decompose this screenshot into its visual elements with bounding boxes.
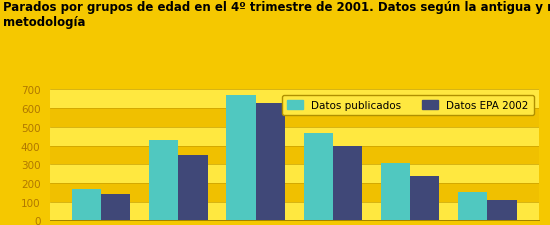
Bar bbox=[50, 109, 539, 127]
Bar bbox=[50, 127, 539, 146]
Bar bbox=[101, 194, 130, 220]
Bar bbox=[458, 193, 487, 220]
Bar bbox=[256, 103, 285, 220]
Bar bbox=[50, 202, 539, 220]
Bar bbox=[50, 183, 539, 202]
Bar bbox=[304, 134, 333, 220]
Bar bbox=[381, 164, 410, 220]
Bar bbox=[178, 155, 208, 220]
Bar bbox=[333, 146, 362, 220]
Bar bbox=[149, 140, 178, 220]
Bar bbox=[50, 146, 539, 164]
Text: Parados por grupos de edad en el 4º trimestre de 2001. Datos según la antigua y : Parados por grupos de edad en el 4º trim… bbox=[3, 1, 550, 29]
Bar bbox=[72, 189, 101, 220]
Bar bbox=[487, 200, 517, 220]
Bar bbox=[50, 90, 539, 109]
Bar bbox=[410, 177, 439, 220]
Bar bbox=[226, 96, 256, 220]
Legend: Datos publicados, Datos EPA 2002: Datos publicados, Datos EPA 2002 bbox=[282, 95, 534, 116]
Bar bbox=[50, 164, 539, 183]
